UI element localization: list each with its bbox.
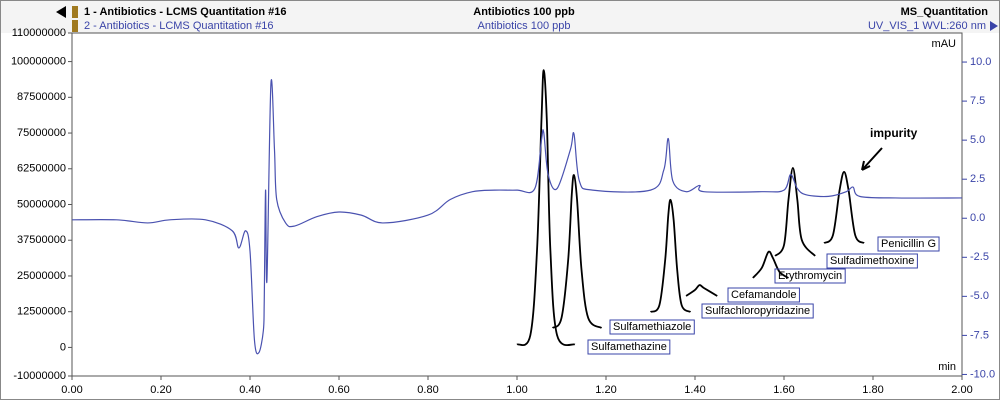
peak-label-box: [826, 253, 918, 269]
y2-tick-label: 5.0: [970, 134, 985, 146]
trace-icon: [72, 20, 78, 32]
y2-tick-label: -2.5: [970, 251, 989, 263]
peak-label-box: [774, 268, 846, 284]
peak-label: Sulfachloropyridazine: [705, 305, 810, 317]
annotation: impurity: [870, 126, 918, 140]
y2-tick-label: -7.5: [970, 329, 989, 341]
x-tick-label: 0.00: [61, 384, 82, 396]
header-band: [1, 1, 999, 33]
y2-tick-label: 7.5: [970, 95, 985, 107]
x-unit: min: [938, 361, 956, 373]
peak-label: Sulfamethiazole: [613, 321, 691, 333]
peak-label-box: [587, 339, 671, 355]
x-tick-label: 2.00: [951, 384, 972, 396]
y-tick-label: 12500000: [17, 306, 66, 318]
y2-tick-label: -10.0: [970, 368, 995, 380]
peak-label: Penicillin G: [881, 238, 936, 250]
y-tick-label: 110000000: [12, 27, 66, 39]
nav-arrow[interactable]: [56, 6, 66, 18]
uv-trace: [71, 79, 963, 355]
peak-label-box: [701, 303, 814, 319]
y-tick-label: 75000000: [17, 127, 66, 139]
y-tick-label: 62500000: [17, 163, 66, 175]
peak-label: Sulfamethazine: [591, 341, 667, 353]
x-tick-label: 1.20: [595, 384, 616, 396]
y2-unit: mAU: [932, 38, 957, 50]
ms-peak: [516, 69, 576, 347]
ms-peak: [685, 284, 718, 297]
y-tick-label: 87500000: [17, 91, 66, 103]
trace-sample: Antibiotics 100 ppb: [478, 20, 571, 32]
y-tick-label: 37500000: [17, 234, 66, 246]
annotation-arrow: [861, 147, 883, 171]
trace-icon: [72, 6, 78, 18]
trace-label: 2 - Antibiotics - LCMS Quantitation #16: [84, 20, 274, 32]
x-tick-label: 1.60: [773, 384, 794, 396]
peak-label-box: [609, 319, 695, 335]
x-tick-label: 1.40: [684, 384, 705, 396]
peak-label: Sulfadimethoxine: [830, 255, 914, 267]
x-tick-label: 1.80: [862, 384, 883, 396]
x-tick-label: 1.00: [506, 384, 527, 396]
y2-tick-label: -5.0: [970, 290, 989, 302]
ms-peak: [823, 171, 865, 244]
y-tick-label: 50000000: [17, 198, 66, 210]
x-tick-label: 0.80: [417, 384, 438, 396]
y-tick-label: 25000000: [17, 270, 66, 282]
peak-label-box: [877, 236, 940, 252]
trace-detector: MS_Quantitation: [901, 6, 989, 18]
ms-peak: [752, 250, 789, 279]
y-tick-label: 100000000: [11, 55, 66, 67]
ms-peak: [649, 199, 692, 313]
x-tick-label: 0.40: [239, 384, 260, 396]
y2-tick-label: 10.0: [970, 56, 991, 68]
peak-label: Erythromycin: [778, 270, 842, 282]
ms-peak: [551, 174, 603, 329]
peak-label: Cefamandole: [731, 289, 796, 301]
y2-tick-label: 2.5: [970, 173, 985, 185]
trace-detector: UV_VIS_1 WVL:260 nm: [868, 20, 986, 32]
nav-arrow[interactable]: [990, 21, 998, 31]
peak-label-box: [727, 287, 800, 303]
y-tick-label: -10000000: [13, 370, 66, 382]
trace-sample: Antibiotics 100 ppb: [473, 6, 575, 18]
y-tick-label: 0: [60, 341, 66, 353]
ms-peak: [774, 167, 816, 257]
x-tick-label: 0.20: [150, 384, 171, 396]
y2-tick-label: 0.0: [970, 212, 985, 224]
x-tick-label: 0.60: [328, 384, 349, 396]
trace-label: 1 - Antibiotics - LCMS Quantitation #16: [84, 6, 287, 18]
